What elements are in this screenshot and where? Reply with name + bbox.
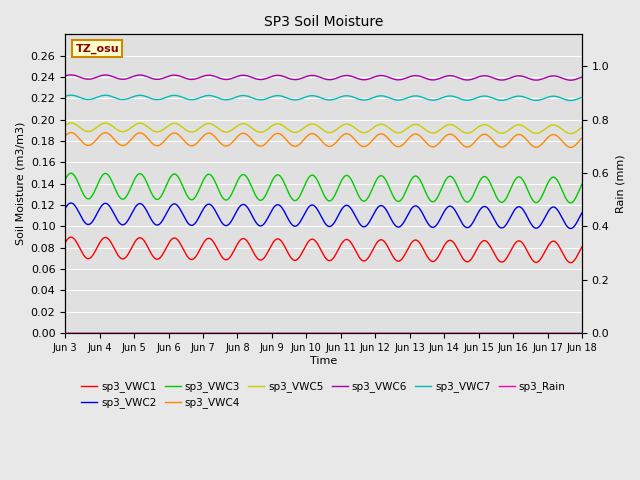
sp3_Rain — [299, 330, 307, 336]
sp3_VWC2 — [563, 224, 571, 229]
sp3_VWC2 — [88, 219, 95, 225]
sp3_VWC4 — [563, 144, 571, 149]
sp3_VWC6 — [578, 74, 586, 80]
sp3_VWC1 — [563, 257, 571, 263]
sp3_VWC4 — [468, 142, 476, 147]
sp3_VWC2 — [578, 210, 586, 216]
sp3_VWC3 — [88, 193, 95, 199]
sp3_VWC7 — [578, 95, 586, 100]
sp3_VWC5 — [567, 131, 575, 136]
sp3_Rain — [578, 330, 586, 336]
sp3_VWC4 — [88, 141, 95, 147]
Y-axis label: Soil Moisture (m3/m3): Soil Moisture (m3/m3) — [15, 122, 25, 245]
Line: sp3_VWC7: sp3_VWC7 — [65, 95, 582, 100]
sp3_VWC3 — [578, 181, 586, 187]
sp3_VWC1 — [567, 260, 575, 265]
sp3_VWC5 — [563, 130, 571, 135]
Text: TZ_osu: TZ_osu — [76, 43, 119, 54]
sp3_VWC5 — [299, 126, 307, 132]
Line: sp3_VWC4: sp3_VWC4 — [65, 132, 582, 147]
sp3_VWC4 — [61, 133, 69, 139]
sp3_VWC7 — [88, 96, 95, 102]
sp3_VWC5 — [578, 124, 586, 130]
sp3_VWC4 — [563, 143, 571, 149]
sp3_VWC2 — [313, 205, 321, 211]
sp3_VWC6 — [299, 75, 307, 81]
sp3_VWC1 — [468, 255, 476, 261]
Line: sp3_VWC6: sp3_VWC6 — [65, 75, 582, 80]
sp3_VWC2 — [567, 226, 575, 231]
sp3_VWC5 — [67, 120, 75, 126]
sp3_VWC5 — [61, 122, 69, 128]
sp3_VWC2 — [563, 223, 571, 229]
sp3_VWC3 — [67, 170, 75, 176]
sp3_VWC2 — [299, 214, 307, 220]
sp3_VWC3 — [567, 200, 575, 206]
sp3_VWC5 — [313, 122, 321, 128]
sp3_VWC4 — [299, 138, 307, 144]
sp3_VWC6 — [88, 76, 95, 82]
sp3_VWC1 — [88, 253, 95, 259]
sp3_VWC1 — [67, 234, 75, 240]
sp3_Rain — [88, 330, 95, 336]
sp3_Rain — [563, 330, 571, 336]
sp3_VWC3 — [563, 198, 571, 204]
Line: sp3_VWC5: sp3_VWC5 — [65, 123, 582, 133]
sp3_VWC2 — [468, 220, 476, 226]
sp3_VWC1 — [299, 248, 307, 254]
sp3_VWC6 — [563, 77, 571, 83]
sp3_VWC3 — [563, 197, 571, 203]
Legend: sp3_VWC1, sp3_VWC2, sp3_VWC3, sp3_VWC4, sp3_VWC5, sp3_VWC6, sp3_VWC7, sp3_Rain: sp3_VWC1, sp3_VWC2, sp3_VWC3, sp3_VWC4, … — [77, 377, 570, 413]
sp3_Rain — [312, 330, 320, 336]
sp3_VWC6 — [313, 73, 321, 79]
sp3_VWC7 — [563, 97, 571, 103]
Line: sp3_VWC3: sp3_VWC3 — [65, 173, 582, 203]
sp3_VWC3 — [313, 176, 321, 182]
sp3_VWC7 — [61, 94, 69, 99]
sp3_VWC7 — [299, 95, 307, 101]
Line: sp3_VWC1: sp3_VWC1 — [65, 237, 582, 263]
sp3_VWC6 — [61, 73, 69, 79]
sp3_VWC7 — [468, 96, 476, 102]
sp3_VWC4 — [313, 133, 321, 139]
sp3_VWC6 — [567, 77, 575, 83]
sp3_VWC3 — [468, 194, 476, 200]
sp3_VWC7 — [567, 97, 575, 103]
sp3_VWC4 — [567, 144, 575, 150]
sp3_VWC3 — [61, 177, 69, 182]
sp3_VWC1 — [563, 258, 571, 264]
X-axis label: Time: Time — [310, 356, 337, 366]
sp3_VWC5 — [88, 128, 95, 133]
sp3_VWC2 — [67, 200, 75, 206]
sp3_VWC6 — [67, 72, 75, 78]
sp3_VWC5 — [563, 130, 571, 136]
Title: SP3 Soil Moisture: SP3 Soil Moisture — [264, 15, 383, 29]
sp3_VWC7 — [313, 94, 321, 99]
sp3_Rain — [563, 330, 570, 336]
sp3_Rain — [61, 330, 69, 336]
Y-axis label: Rain (mm): Rain (mm) — [615, 155, 625, 213]
sp3_VWC6 — [468, 76, 476, 82]
sp3_VWC3 — [299, 186, 307, 192]
Line: sp3_VWC2: sp3_VWC2 — [65, 203, 582, 228]
sp3_VWC1 — [313, 240, 321, 245]
sp3_VWC5 — [468, 129, 476, 134]
sp3_VWC6 — [563, 77, 571, 83]
sp3_VWC1 — [61, 240, 69, 246]
sp3_VWC7 — [67, 92, 75, 98]
sp3_Rain — [468, 330, 476, 336]
sp3_VWC2 — [61, 205, 69, 211]
sp3_VWC1 — [578, 244, 586, 250]
sp3_VWC4 — [578, 135, 586, 141]
sp3_VWC7 — [563, 97, 571, 103]
sp3_VWC4 — [67, 130, 75, 135]
